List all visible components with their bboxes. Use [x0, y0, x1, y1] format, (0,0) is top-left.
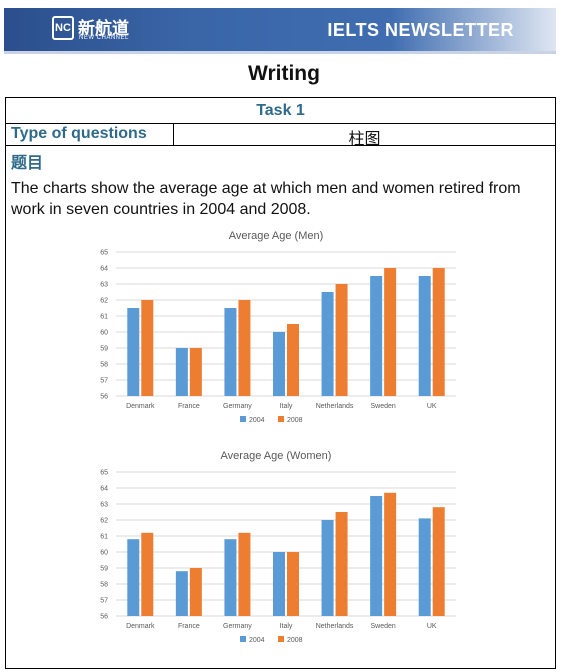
y-tick-label: 64	[100, 266, 108, 273]
x-tick-label: Italy	[280, 623, 293, 630]
x-tick-label: Sweden	[370, 403, 395, 410]
logo-mark: NC	[52, 16, 74, 40]
x-tick-label: UK	[427, 403, 437, 410]
women-chart-svg: Average Age (Women) 56 57 58 59 60 61 62 63 64 65 D…	[100, 450, 456, 644]
x-tick-label: Netherlands	[316, 623, 354, 630]
task-prompt: The charts show the average age at which…	[11, 180, 521, 218]
legend-label: 2008	[287, 637, 303, 644]
bar-2008	[287, 324, 299, 396]
bar-2008	[141, 300, 154, 396]
question-title-label: 题目	[11, 155, 44, 172]
y-tick-label: 60	[100, 550, 108, 557]
x-tick-label: Netherlands	[316, 403, 354, 410]
logo-chinese: 新航道	[78, 19, 129, 39]
men-chart: Average Age (Men) 56 57 58 59 60 61 62 63 64 65 Den…	[88, 222, 464, 438]
banner-title: IELTS NEWSLETTER	[327, 20, 514, 40]
y-tick-label: 57	[100, 598, 108, 605]
legend-swatch	[278, 416, 284, 422]
bar-2008	[384, 268, 397, 396]
y-tick-label: 57	[100, 378, 108, 385]
question-type-row: Type of questions 柱图	[6, 124, 555, 148]
y-tick-label: 56	[100, 394, 108, 401]
bar-2004	[127, 308, 140, 396]
bar-2008	[238, 300, 251, 396]
x-tick-label: Germany	[223, 623, 252, 630]
question-type-value: 柱图	[348, 131, 381, 148]
x-tick-label: UK	[427, 623, 437, 630]
y-tick-label: 63	[100, 502, 108, 509]
bar-2004	[224, 308, 237, 396]
bar-2004	[273, 332, 285, 396]
men-chart-svg: Average Age (Men) 56 57 58 59 60 61 62 63 64 65 Den…	[100, 230, 456, 424]
bar-2004	[370, 496, 383, 616]
logo-english: NEW CHANNEL	[79, 35, 129, 41]
bar-2008	[287, 552, 299, 616]
bar-2008	[335, 512, 348, 616]
legend-label: 2004	[249, 417, 265, 424]
y-tick-label: 59	[100, 346, 108, 353]
question-type-label: Type of questions	[11, 125, 147, 142]
y-tick-label: 63	[100, 282, 108, 289]
y-tick-label: 61	[100, 314, 108, 321]
y-tick-label: 58	[100, 582, 108, 589]
y-tick-label: 65	[100, 470, 108, 477]
legend-swatch	[240, 416, 246, 422]
y-tick-label: 65	[100, 250, 108, 257]
x-tick-label: France	[178, 623, 200, 630]
legend-label: 2008	[287, 417, 303, 424]
legend-label: 2004	[249, 637, 265, 644]
bar-2004	[321, 292, 334, 396]
task-label: Task 1	[6, 98, 555, 124]
bar-2004	[224, 539, 237, 616]
row-divider	[173, 124, 174, 145]
y-tick-label: 58	[100, 362, 108, 369]
y-tick-label: 56	[100, 614, 108, 621]
legend-swatch	[240, 636, 246, 642]
x-tick-label: France	[178, 403, 200, 410]
bar-2004	[175, 571, 188, 616]
bar-2004	[370, 276, 383, 396]
bar-2008	[384, 492, 397, 616]
y-tick-label: 61	[100, 534, 108, 541]
x-tick-label: Sweden	[370, 623, 395, 630]
x-tick-label: Italy	[280, 403, 293, 410]
bar-2004	[418, 518, 431, 616]
chart-title: Average Age (Men)	[229, 230, 324, 242]
y-tick-label: 62	[100, 518, 108, 525]
bar-2008	[189, 568, 202, 616]
x-tick-label: Denmark	[126, 623, 155, 630]
chart-title: Average Age (Women)	[221, 450, 332, 462]
bar-2004	[127, 539, 140, 616]
bar-2008	[432, 268, 445, 396]
newsletter-banner: NC 新航道 NEW CHANNEL IELTS NEWSLETTER	[4, 8, 556, 54]
bar-2008	[189, 348, 202, 396]
x-tick-label: Denmark	[126, 403, 155, 410]
bar-2004	[175, 348, 188, 396]
bar-2004	[418, 276, 431, 396]
bar-2004	[321, 520, 334, 616]
task-frame: Task 1 Type of questions 柱图 题目 The chart…	[5, 97, 556, 669]
legend-swatch	[278, 636, 284, 642]
bar-2008	[335, 284, 348, 396]
y-tick-label: 60	[100, 330, 108, 337]
x-tick-label: Germany	[223, 403, 252, 410]
bar-2008	[432, 507, 445, 616]
y-tick-label: 59	[100, 566, 108, 573]
page-heading: Writing	[248, 62, 320, 85]
bar-2004	[273, 552, 285, 616]
bar-2008	[141, 532, 154, 616]
bar-2008	[238, 532, 251, 616]
y-tick-label: 64	[100, 486, 108, 493]
y-tick-label: 62	[100, 298, 108, 305]
women-chart: Average Age (Women) 56 57 58 59 60 61 62 63 64 65 D…	[88, 442, 464, 658]
